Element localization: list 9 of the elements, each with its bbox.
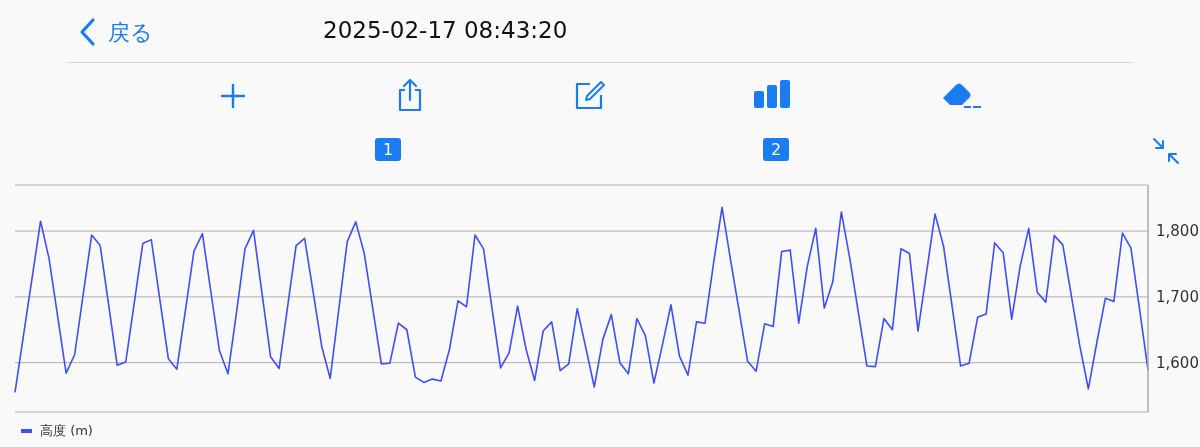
legend-label: 高度 (m) [39,422,93,440]
chart-title: 2025-02-17 08:43:20 [323,17,568,43]
y-tick-label: 1,800 [1156,222,1199,241]
text: 2 [763,138,789,161]
text: 1 [375,138,401,161]
y-tick-label: 1,600 [1156,353,1199,372]
line-series [14,206,1149,394]
text: 戻る [108,19,153,47]
y-tick-label: 1,700 [1156,288,1199,307]
